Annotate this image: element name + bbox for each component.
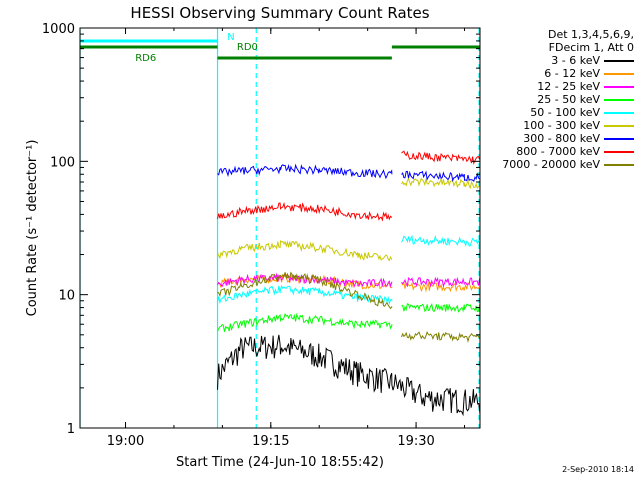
series-7-segment-0 bbox=[217, 201, 393, 222]
series-8-segment-2 bbox=[605, 316, 640, 324]
series-4-segment-1 bbox=[401, 234, 480, 247]
legend-label: 50 - 100 keV bbox=[530, 106, 600, 119]
legend-entry: 12 - 25 keV bbox=[488, 80, 636, 93]
series-4-segment-2 bbox=[605, 269, 640, 277]
series-3-segment-2 bbox=[605, 323, 640, 331]
series-1-segment-2 bbox=[605, 285, 640, 293]
legend-label: 3 - 6 keV bbox=[551, 54, 600, 67]
legend-header-2: FDecim 1, Att 0 bbox=[548, 41, 634, 54]
series-6-segment-1 bbox=[401, 170, 480, 183]
series-6-segment-2 bbox=[605, 182, 640, 190]
bar-label-RD6: RD6 bbox=[135, 53, 156, 64]
y-axis-label: Count Rate (s⁻¹ detector⁻¹) bbox=[25, 140, 40, 317]
series-8 bbox=[217, 271, 640, 343]
series-7-segment-2 bbox=[605, 222, 640, 230]
legend-swatch bbox=[604, 125, 634, 127]
series-8-segment-0 bbox=[217, 271, 393, 310]
legend-entry: 6 - 12 keV bbox=[488, 67, 636, 80]
legend-entry: 800 - 7000 keV bbox=[488, 145, 636, 158]
legend-entry: 300 - 800 keV bbox=[488, 132, 636, 145]
legend-label: 7000 - 20000 keV bbox=[502, 158, 600, 171]
y-tick-label-0: 1 bbox=[67, 422, 75, 437]
series-3-segment-0 bbox=[217, 312, 393, 332]
x-tick-label-0: 19:00 bbox=[107, 434, 144, 449]
series-6-segment-0 bbox=[217, 163, 393, 180]
y-tick-label-2: 100 bbox=[50, 155, 75, 170]
series-2-segment-0 bbox=[217, 272, 393, 289]
series-5 bbox=[217, 177, 640, 265]
timestamp: 2-Sep-2010 18:14 bbox=[562, 465, 634, 474]
chart-title: HESSI Observing Summary Count Rates bbox=[130, 4, 429, 22]
legend-label: 100 - 300 keV bbox=[523, 119, 600, 132]
series-6 bbox=[217, 163, 640, 190]
bar-RD0-0 bbox=[80, 45, 218, 49]
series-2-segment-1 bbox=[401, 276, 480, 288]
x-tick-label-1: 19:15 bbox=[252, 434, 289, 449]
series-0-segment-1 bbox=[605, 372, 640, 403]
legend-label: 25 - 50 keV bbox=[537, 93, 600, 106]
series-4-segment-0 bbox=[217, 284, 393, 306]
legend: Det 1,3,4,5,6,9, FDecim 1, Att 0 3 - 6 k… bbox=[488, 28, 636, 171]
x-axis-label: Start Time (24-Jun-10 18:55:42) bbox=[176, 455, 384, 470]
bar-RD6-0 bbox=[217, 56, 392, 60]
legend-swatch bbox=[604, 112, 634, 114]
x-tick-label-2: 19:30 bbox=[397, 434, 434, 449]
legend-entry: 50 - 100 keV bbox=[488, 106, 636, 119]
y-tick-label-1: 10 bbox=[58, 289, 75, 304]
x-axis: 19:00 19:15 19:30 bbox=[107, 28, 466, 449]
legend-entry: 25 - 50 keV bbox=[488, 93, 636, 106]
legend-label: 800 - 7000 keV bbox=[516, 145, 600, 158]
legend-swatch bbox=[604, 86, 634, 88]
series-1-segment-0 bbox=[217, 273, 393, 290]
series-5-segment-1 bbox=[401, 177, 480, 190]
bar-label-RD0: RD0 bbox=[237, 42, 258, 53]
series-7-segment-1 bbox=[401, 150, 480, 165]
bar-label-N: N bbox=[227, 32, 234, 43]
series-0 bbox=[217, 334, 640, 417]
legend-label: 300 - 800 keV bbox=[523, 132, 600, 145]
series-5-segment-0 bbox=[217, 239, 393, 262]
series-4 bbox=[217, 234, 640, 306]
bar-N-0 bbox=[80, 39, 218, 43]
legend-label: 12 - 25 keV bbox=[537, 80, 600, 93]
bar-RD0-1 bbox=[391, 45, 480, 49]
series-2-segment-2 bbox=[605, 278, 640, 286]
legend-swatch bbox=[604, 138, 634, 140]
legend-swatch bbox=[604, 99, 634, 101]
legend-swatch bbox=[604, 60, 634, 62]
legend-label: 6 - 12 keV bbox=[544, 67, 600, 80]
series-3-segment-1 bbox=[401, 302, 480, 313]
legend-header-1: Det 1,3,4,5,6,9, bbox=[547, 28, 634, 41]
series-7 bbox=[217, 150, 640, 230]
legend-entry: 100 - 300 keV bbox=[488, 119, 636, 132]
series-0-segment-0 bbox=[217, 334, 480, 417]
series-2 bbox=[217, 272, 640, 289]
legend-swatch bbox=[604, 164, 634, 166]
y-tick-label-3: 1000 bbox=[42, 22, 75, 37]
series-5-segment-2 bbox=[605, 257, 640, 265]
series-3 bbox=[217, 302, 640, 332]
legend-entry: 7000 - 20000 keV bbox=[488, 158, 636, 171]
plot-frame bbox=[79, 27, 481, 429]
legend-entry: 3 - 6 keV bbox=[488, 54, 636, 67]
series-8-segment-1 bbox=[401, 330, 480, 343]
legend-swatch bbox=[604, 73, 634, 75]
y-axis: 1 10 100 1000 bbox=[42, 22, 480, 437]
legend-swatch bbox=[604, 151, 634, 153]
